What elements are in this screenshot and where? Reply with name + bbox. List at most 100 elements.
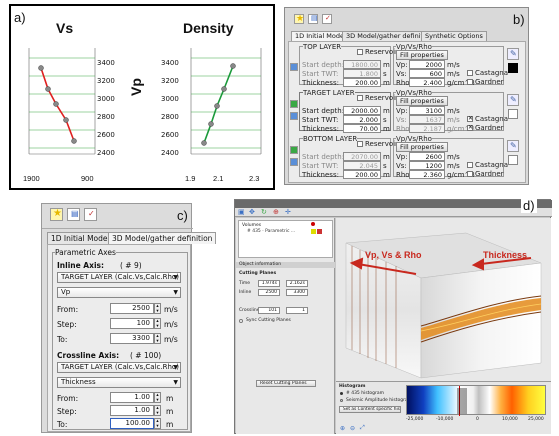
target-layer-edit-icon[interactable] [290, 112, 298, 120]
tree-visible-icon[interactable] [317, 229, 322, 234]
checklist-icon[interactable]: ✓ [322, 14, 332, 24]
select-tool-icon[interactable]: ▣ [238, 209, 245, 216]
bottom-layer-color-swatch[interactable] [508, 155, 518, 165]
fit-icon[interactable]: ⤢ [360, 425, 365, 431]
tree-item[interactable]: # 435 · Parametric ... [247, 229, 296, 234]
crossline-end-field[interactable]: 1 [286, 307, 308, 314]
histogram-colorbar[interactable] [406, 385, 546, 416]
top-fill-properties-button[interactable]: Fill properties [396, 50, 448, 60]
inline-layer-select[interactable]: TARGET LAYER (Calc.Vs,Calc.Rho) ▼ [57, 272, 181, 283]
tab-synthetic-options[interactable]: Synthetic Options [421, 31, 487, 41]
time-start-field[interactable]: 1.974s [258, 280, 280, 287]
unit-label: m [383, 171, 390, 179]
rotate-tool-icon[interactable]: ↻ [261, 209, 267, 216]
top-layer-color-swatch[interactable] [508, 63, 518, 73]
crossline-property-select[interactable]: Thickness ▼ [57, 377, 181, 388]
axis-tool-icon[interactable]: ✛ [285, 209, 291, 216]
target-vp-field[interactable]: 3100 [409, 106, 445, 115]
bottom-reservoir-checkbox[interactable] [357, 141, 363, 147]
top-rho-field[interactable]: 2.400 [409, 78, 445, 87]
target-vs-field[interactable]: 1637 [409, 115, 445, 124]
inline-step-spinner[interactable]: ▲ ▼ [154, 318, 161, 329]
top-brush-icon[interactable]: ✎ [507, 48, 519, 60]
tab-1d-initial-model[interactable]: 1D Initial Model [47, 232, 114, 244]
crossline-to-field[interactable]: 100.00 [110, 418, 154, 429]
target-gardner-checkbox[interactable]: ✕ [467, 125, 474, 131]
zoom-out-icon[interactable]: ⊖ [350, 426, 356, 432]
top-castagna-checkbox[interactable] [467, 70, 473, 76]
3d-viewport[interactable]: Vp, Vs & Rho Thickness [336, 218, 551, 381]
star-icon[interactable]: ★ [294, 13, 305, 24]
bottom-layer-edit-icon[interactable] [290, 158, 298, 166]
crossline-step-spinner[interactable]: ▲ ▼ [154, 405, 161, 416]
top-layer-edit-icon[interactable] [290, 63, 298, 71]
crossline-step-field[interactable]: 1.00 [110, 405, 154, 416]
document-icon[interactable]: ▤ [308, 14, 318, 24]
bottom-layer-title: BOTTOM LAYER [303, 135, 358, 143]
time-label: Time [239, 281, 251, 286]
bottom-thickness-field[interactable]: 200.00 [343, 170, 381, 179]
target-fill-properties-button[interactable]: Fill properties [396, 96, 448, 106]
select-value: TARGET LAYER (Calc.Vs,Calc.Rho) [61, 273, 179, 281]
star-icon[interactable]: ★ [50, 208, 63, 221]
inline-to-spinner[interactable]: ▲ ▼ [154, 333, 161, 344]
tree-root[interactable]: Volumes [242, 223, 262, 228]
target-start-twt-field[interactable]: 2.000 [343, 115, 381, 124]
crossline-to-spinner[interactable]: ▲ ▼ [154, 418, 161, 429]
zoom-tool-icon[interactable]: ⊕ [273, 209, 279, 216]
inline-from-field[interactable]: 2500 [110, 303, 154, 314]
tab-3d-model-gather[interactable]: 3D Model/gather definition [108, 232, 217, 244]
bottom-vp-field[interactable]: 2600 [409, 152, 445, 161]
target-thickness-field[interactable]: 70.00 [343, 124, 381, 133]
pan-tool-icon[interactable]: ✥ [249, 209, 255, 216]
top-vs-field[interactable]: 600 [409, 69, 445, 78]
document-icon[interactable]: ▤ [67, 208, 80, 221]
inline-property-select[interactable]: Vp ▼ [57, 287, 181, 298]
sync-radio[interactable] [239, 319, 243, 323]
inline-from-spinner[interactable]: ▲ ▼ [154, 303, 161, 314]
target-up-arrow-icon[interactable] [290, 100, 298, 108]
zoom-in-icon[interactable]: ⊕ [340, 426, 346, 432]
target-castagna-checkbox[interactable]: ✕ [467, 116, 474, 122]
histogram-radio-selected[interactable] [340, 392, 343, 395]
bottom-castagna-checkbox[interactable] [467, 162, 473, 168]
top-reservoir-checkbox[interactable] [357, 49, 363, 55]
target-reservoir-checkbox[interactable] [357, 95, 363, 101]
inline-end-field[interactable]: 3300 [286, 289, 308, 296]
top-gardner-checkbox[interactable] [467, 79, 473, 85]
inline-to-field[interactable]: 3300 [110, 333, 154, 344]
bottom-up-arrow-icon[interactable] [290, 146, 298, 154]
target-layer-color-swatch[interactable] [508, 109, 518, 119]
histogram-item[interactable]: # 435 histogram [346, 391, 385, 396]
crossline-from-field[interactable]: 1.00 [110, 392, 154, 403]
crossline-start-field[interactable]: 101 [258, 307, 280, 314]
bottom-brush-icon[interactable]: ✎ [507, 140, 519, 152]
tree-color-icon[interactable] [311, 229, 316, 234]
crossline-from-spinner[interactable]: ▲ ▼ [154, 392, 161, 403]
inline-step-field[interactable]: 100 [110, 318, 154, 329]
bottom-vs-field[interactable]: 1200 [409, 161, 445, 170]
top-vp-field[interactable]: 2000 [409, 60, 445, 69]
top-start-depth-field[interactable]: 1800.00 [343, 60, 381, 69]
bottom-start-twt-field[interactable]: 2.045 [343, 161, 381, 170]
set-content-histogram-button[interactable]: Set as Content specific histogram [339, 406, 401, 413]
inline-start-field[interactable]: 2500 [258, 289, 280, 296]
tab-1d-initial-model[interactable]: 1D Initial Model [291, 31, 350, 41]
top-thickness-field[interactable]: 200.00 [343, 78, 381, 87]
bottom-fill-properties-button[interactable]: Fill properties [396, 142, 448, 152]
histogram-marker[interactable] [459, 386, 460, 416]
bottom-rho-field[interactable]: 2.360 [409, 170, 445, 179]
time-end-field[interactable]: 2.162s [286, 280, 308, 287]
top-start-twt-field[interactable]: 1.800 [343, 69, 381, 78]
target-brush-icon[interactable]: ✎ [507, 94, 519, 106]
histogram-radio[interactable] [340, 399, 343, 402]
histogram-item[interactable]: Seismic Amplitude histogram [346, 398, 413, 403]
bottom-gardner-checkbox[interactable] [467, 171, 473, 177]
target-rho-field[interactable]: 2.187 [409, 124, 445, 133]
checklist-icon[interactable]: ✓ [84, 208, 97, 221]
crossline-layer-select[interactable]: TARGET LAYER (Calc.Vs,Calc.Rho) ▼ [57, 362, 181, 373]
bottom-start-depth-field[interactable]: 2070.00 [343, 152, 381, 161]
vs-x-tick: 900 [81, 174, 94, 183]
reset-cutting-planes-button[interactable]: Reset Cutting Planes [256, 380, 316, 387]
target-start-depth-field[interactable]: 2000.00 [343, 106, 381, 115]
